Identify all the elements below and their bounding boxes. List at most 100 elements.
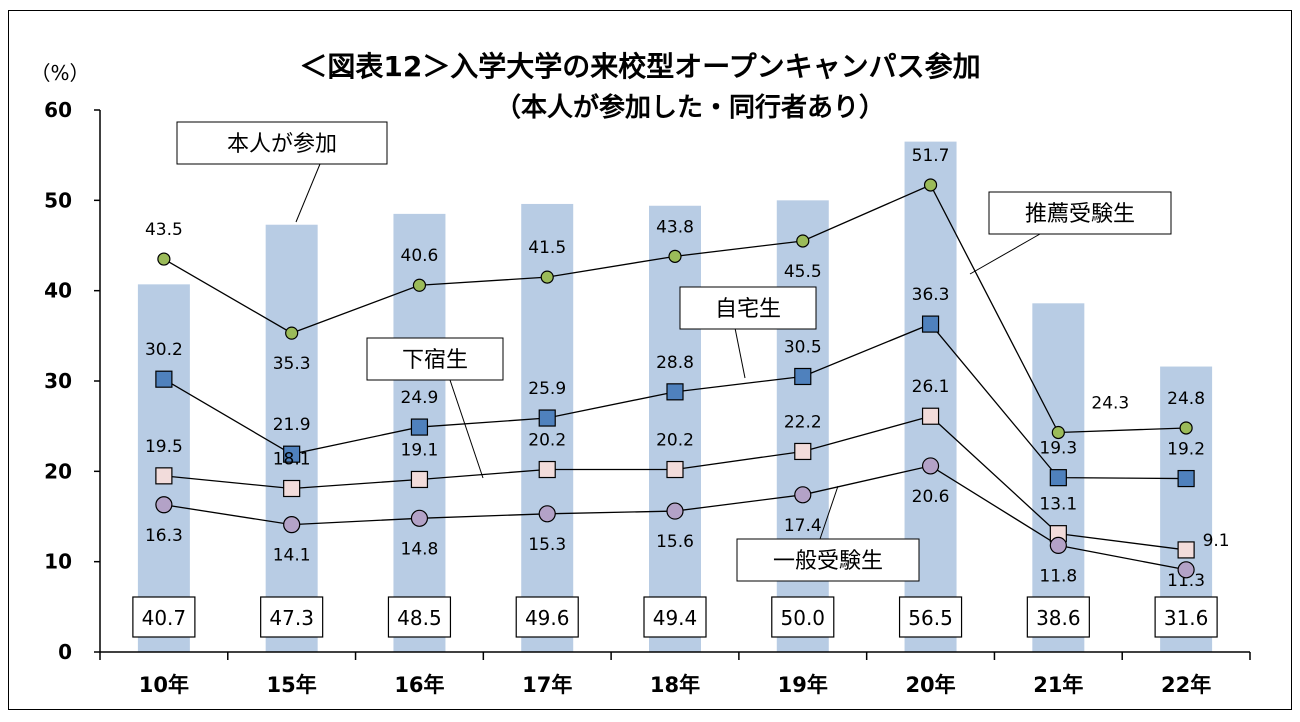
y-tick-label: 10 xyxy=(44,550,72,574)
callout-box xyxy=(366,337,504,381)
chart-subtitle: （本人が参加した・同行者あり） xyxy=(495,92,885,123)
series-point xyxy=(540,270,554,284)
series-point xyxy=(1049,469,1067,487)
bar-value-box xyxy=(132,596,196,638)
bar-value-box xyxy=(260,596,324,638)
bar xyxy=(649,205,701,652)
data-label: 20.2 xyxy=(656,431,694,451)
bar-value-label: 49.6 xyxy=(525,606,570,630)
data-label: 41.5 xyxy=(528,238,566,258)
data-label: 11.3 xyxy=(1167,571,1205,591)
bar-value-label: 50.0 xyxy=(781,606,826,630)
data-label: 30.2 xyxy=(145,340,183,360)
series-point xyxy=(155,496,173,514)
callout-leader xyxy=(734,327,746,379)
x-tick-label: 21年 xyxy=(1033,673,1083,697)
x-tick-label: 20年 xyxy=(905,673,955,697)
series-point xyxy=(412,278,427,292)
callout-label: 自宅生 xyxy=(715,297,781,322)
bar-value-box xyxy=(643,596,707,638)
bar-value-box xyxy=(898,596,963,638)
series-point xyxy=(794,367,812,386)
series-point xyxy=(538,460,556,479)
y-tick-label: 40 xyxy=(44,279,72,303)
series-point xyxy=(283,516,301,534)
series-point xyxy=(1177,469,1195,488)
lines-group: 43.5 35.3 40.6 41.5 43.8 45.5 51.7 24.3 24.8 30.2… xyxy=(145,146,1230,591)
series-point xyxy=(921,407,940,425)
series-point xyxy=(668,249,682,263)
data-label: 9.1 xyxy=(1203,531,1230,551)
bar-value-box xyxy=(515,596,579,638)
series-point xyxy=(921,457,940,475)
series-point xyxy=(1177,561,1195,579)
series-point xyxy=(283,445,301,463)
data-label: 20.2 xyxy=(528,431,566,451)
axes-group: 0 10 20 30 40 50 60 10年 15年 16年 17年 18年 19年 20年 21年 22年 xyxy=(44,98,1251,697)
data-label: 18.1 xyxy=(273,449,311,469)
series-point xyxy=(283,479,301,498)
callout-leader xyxy=(295,163,321,223)
y-tick-label: 60 xyxy=(44,98,72,122)
data-label: 19.3 xyxy=(1039,439,1077,459)
bar-value-label: 38.6 xyxy=(1036,606,1081,630)
data-label: 43.5 xyxy=(145,220,183,240)
data-label: 45.5 xyxy=(784,262,822,282)
callout-label: 下宿生 xyxy=(402,348,468,373)
callout-label: 本人が参加 xyxy=(227,132,337,157)
data-label: 19.5 xyxy=(145,437,183,457)
data-label: 15.6 xyxy=(656,532,694,552)
chart-frame xyxy=(8,10,1292,710)
data-label: 26.1 xyxy=(912,377,950,397)
x-tick-label: 10年 xyxy=(139,673,189,697)
callout-box xyxy=(176,121,388,165)
bar-value-label: 47.3 xyxy=(269,606,314,630)
callout-label: 推薦受験生 xyxy=(1025,202,1135,227)
data-label: 22.2 xyxy=(784,412,822,432)
bar-value-label: 56.5 xyxy=(908,606,953,630)
series-point xyxy=(1051,425,1065,440)
data-label: 30.5 xyxy=(784,337,822,357)
series-point xyxy=(410,509,429,527)
x-tick-label: 16年 xyxy=(394,673,444,697)
data-label: 11.8 xyxy=(1039,566,1077,586)
series-point xyxy=(1177,541,1195,559)
data-label: 20.6 xyxy=(912,487,950,507)
bar-value-label: 40.7 xyxy=(142,606,187,630)
bar-value-label: 31.6 xyxy=(1164,606,1209,630)
x-tick-label: 15年 xyxy=(267,673,317,697)
data-label: 35.3 xyxy=(273,354,311,374)
bar xyxy=(265,224,318,652)
data-label: 25.9 xyxy=(528,379,566,399)
series-point xyxy=(410,418,429,436)
callout-box xyxy=(736,538,920,582)
series-point xyxy=(1179,421,1193,435)
data-label: 24.3 xyxy=(1091,393,1129,413)
x-tick-label: 17年 xyxy=(522,673,572,697)
series-point xyxy=(285,326,299,340)
callout-leader xyxy=(969,233,1041,275)
data-label: 28.8 xyxy=(656,353,694,373)
data-label: 40.6 xyxy=(401,246,439,266)
series-point xyxy=(1049,536,1067,555)
chart-title: ＜図表12＞入学大学の来校型オープンキャンパス参加 xyxy=(299,50,980,83)
bar-value-box xyxy=(1154,596,1218,638)
data-label: 13.1 xyxy=(1039,495,1077,515)
series-point xyxy=(796,234,810,248)
series-point xyxy=(923,178,938,192)
series-point xyxy=(538,409,556,427)
series-point xyxy=(157,252,171,266)
series-point xyxy=(410,470,429,489)
series-point xyxy=(155,370,173,388)
data-label: 19.2 xyxy=(1167,440,1205,460)
data-label: 36.3 xyxy=(912,285,950,305)
data-label: 14.8 xyxy=(401,539,439,559)
bar-value-box xyxy=(771,596,835,638)
bars-group: 40.7 47.3 48.5 49.6 49.4 50.0 56.5 38.6 31.6 xyxy=(132,141,1218,653)
callout-leader xyxy=(819,485,839,540)
series-point xyxy=(538,505,556,523)
callout-leader xyxy=(449,379,484,479)
bar-value-box xyxy=(387,596,452,638)
data-label: 14.1 xyxy=(273,546,311,566)
